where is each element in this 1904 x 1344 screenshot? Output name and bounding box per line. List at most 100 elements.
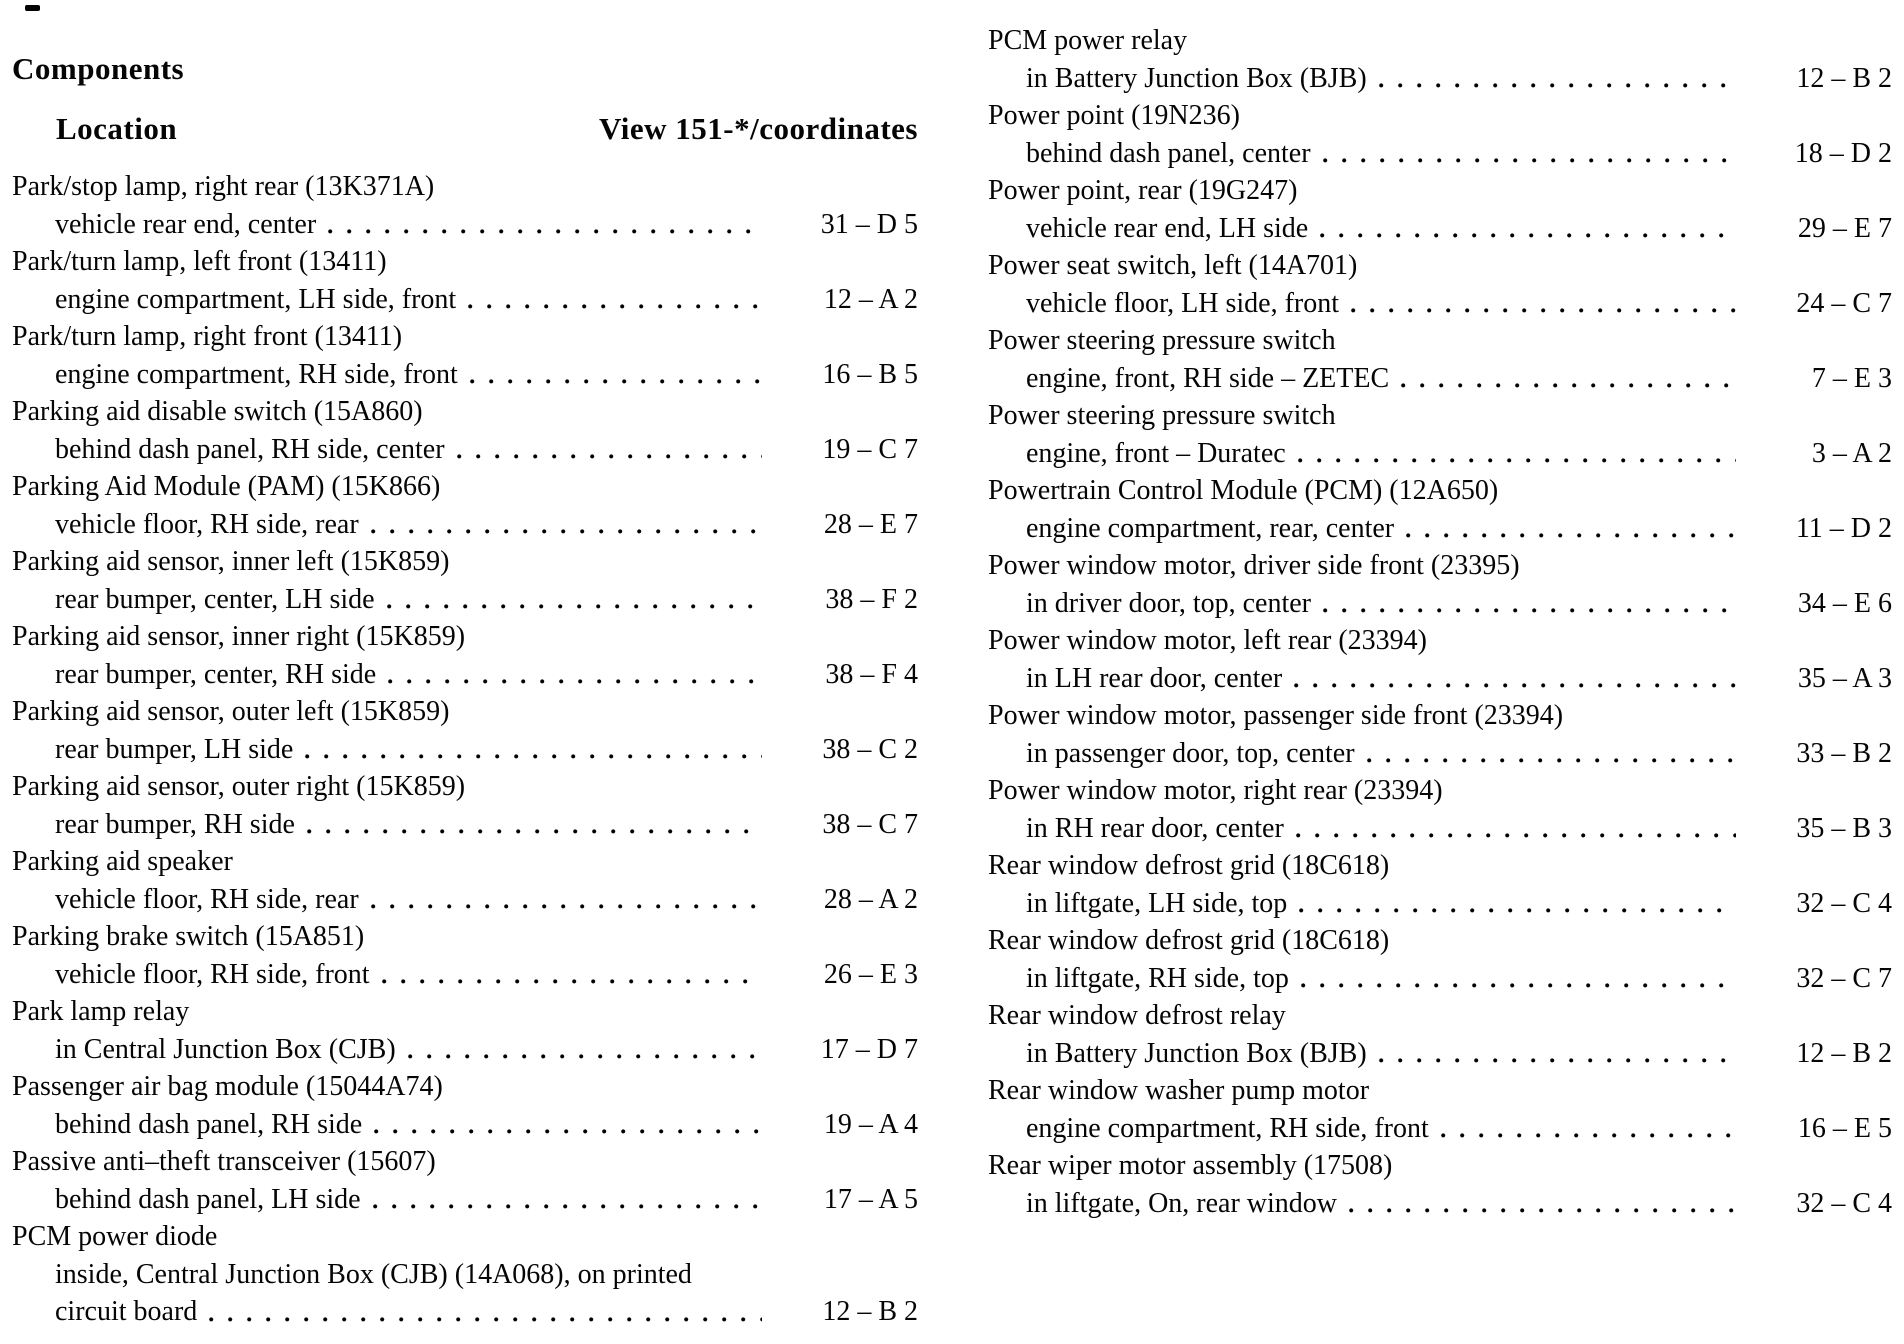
dot-leader	[1295, 809, 1736, 847]
component-location-text: behind dash panel, LH side	[55, 1183, 361, 1215]
component-name: Passenger air bag module (15044A74)	[12, 1071, 443, 1102]
component-location-text: vehicle rear end, LH side	[1026, 212, 1309, 244]
dot-leader	[209, 1293, 762, 1331]
component-location-text: engine compartment, RH side, front	[55, 358, 458, 390]
location-heading: Location	[56, 111, 178, 146]
component-location-row: vehicle floor, RH side, rear 28 – E 7	[12, 505, 918, 543]
component-location-row: vehicle floor, RH side, rear 28 – A 2	[12, 880, 918, 918]
component-entry: Parking aid speaker vehicle floor, RH si…	[12, 843, 918, 918]
grid-coordinate: 34 – E 6	[1797, 587, 1892, 619]
component-location-row: in LH rear door, center 35 – A 3	[988, 659, 1892, 697]
grid-coordinate: 28 – A 2	[823, 883, 918, 915]
component-location-row: vehicle floor, LH side, front 24 – C 7	[988, 284, 1892, 322]
component-entry: Power window motor, passenger side front…	[988, 697, 1892, 772]
component-location-row: vehicle rear end, center 31 – D 5	[12, 205, 918, 243]
component-name: Parking aid sensor, inner left (15K859)	[12, 546, 450, 577]
component-location-text: rear bumper, center, LH side	[55, 583, 375, 615]
component-location-row: in driver door, top, center 34 – E 6	[988, 584, 1892, 622]
component-location-text: vehicle floor, RH side, rear	[55, 508, 359, 540]
component-location-row: rear bumper, RH side 38 – C 7	[12, 805, 918, 843]
component-location-text: rear bumper, RH side	[55, 808, 295, 840]
component-location-text: vehicle floor, RH side, front	[55, 958, 370, 990]
component-location-line-1: inside, Central Junction Box (CJB) (14A0…	[55, 1258, 692, 1290]
dot-leader	[1401, 359, 1736, 397]
component-name: PCM power relay	[988, 25, 1188, 56]
left-column: Components Location View 151-*/coordinat…	[12, 50, 918, 1331]
component-name: Parking aid sensor, outer left (15K859)	[12, 696, 450, 727]
component-entry: Parking Aid Module (PAM) (15K866) vehicl…	[12, 468, 918, 543]
grid-coordinate: 35 – B 3	[1796, 812, 1892, 844]
component-location-row: engine compartment, RH side, front 16 – …	[12, 355, 918, 393]
grid-coordinate: 26 – E 3	[823, 958, 918, 990]
component-name: Parking aid disable switch (15A860)	[12, 396, 423, 427]
grid-coordinate: 17 – D 7	[820, 1033, 918, 1065]
grid-coordinate: 38 – F 4	[825, 658, 918, 690]
component-location-text: in liftgate, On, rear window	[1026, 1187, 1338, 1219]
right-entries-list: PCM power relay in Battery Junction Box …	[988, 22, 1892, 1222]
dot-leader	[370, 505, 762, 543]
component-name: Power steering pressure switch	[988, 400, 1336, 431]
component-name: Power seat switch, left (14A701)	[988, 250, 1358, 281]
component-entry: Passive anti–theft transceiver (15607) b…	[12, 1143, 918, 1218]
component-location-text: engine compartment, RH side, front	[1026, 1112, 1429, 1144]
grid-coordinate: 16 – E 5	[1797, 1112, 1892, 1144]
dot-leader	[305, 730, 762, 768]
component-entry: Power window motor, right rear (23394) i…	[988, 772, 1892, 847]
component-entry: Power window motor, left rear (23394) in…	[988, 622, 1892, 697]
dot-leader	[372, 1180, 762, 1218]
component-entry: Rear window defrost relay in Battery Jun…	[988, 997, 1892, 1072]
component-location-text: in driver door, top, center	[1026, 587, 1312, 619]
component-entry: Passenger air bag module (15044A74) behi…	[12, 1068, 918, 1143]
component-location-text: vehicle rear end, center	[55, 208, 317, 240]
component-name: Parking brake switch (15A851)	[12, 921, 365, 952]
grid-coordinate: 17 – A 5	[823, 1183, 918, 1215]
dot-leader	[381, 955, 762, 993]
component-entry: PCM power relay in Battery Junction Box …	[988, 22, 1892, 97]
component-location-text: vehicle floor, RH side, rear	[55, 883, 359, 915]
component-entry: Parking aid sensor, inner right (15K859)…	[12, 618, 918, 693]
component-location-row: behind dash panel, RH side 19 – A 4	[12, 1105, 918, 1143]
component-name: Power window motor, left rear (23394)	[988, 625, 1427, 656]
dot-leader	[386, 580, 762, 618]
component-entry: Rear wiper motor assembly (17508) in lif…	[988, 1147, 1892, 1222]
component-entry: Park/stop lamp, right rear (13K371A) veh…	[12, 168, 918, 243]
grid-coordinate: 33 – B 2	[1796, 737, 1892, 769]
component-name: PCM power diode	[12, 1221, 218, 1252]
dot-leader	[407, 1030, 762, 1068]
component-location-row: in Battery Junction Box (BJB) 12 – B 2	[988, 1034, 1892, 1072]
component-entry: Powertrain Control Module (PCM) (12A650)…	[988, 472, 1892, 547]
component-name: Rear window defrost relay	[988, 1000, 1286, 1031]
component-name: Power point, rear (19G247)	[988, 175, 1298, 206]
dot-leader	[370, 880, 762, 918]
component-location-row: in liftgate, On, rear window 32 – C 4	[988, 1184, 1892, 1222]
component-name: Parking aid speaker	[12, 846, 233, 877]
grid-coordinate: 31 – D 5	[820, 208, 918, 240]
dot-leader	[306, 805, 762, 843]
component-location-row: engine, front, RH side – ZETEC 7 – E 3	[988, 359, 1892, 397]
component-entry: Parking aid sensor, outer right (15K859)…	[12, 768, 918, 843]
component-name: Park/stop lamp, right rear (13K371A)	[12, 171, 435, 202]
grid-coordinate: 3 – A 2	[1811, 437, 1892, 469]
dot-leader	[469, 355, 762, 393]
grid-coordinate: 11 – D 2	[1795, 512, 1892, 544]
component-location-row: in passenger door, top, center 33 – B 2	[988, 734, 1892, 772]
dot-leader	[1406, 509, 1736, 547]
component-name: Park lamp relay	[12, 996, 190, 1027]
grid-coordinate: 19 – A 4	[823, 1108, 918, 1140]
grid-coordinate: 12 – A 2	[823, 283, 918, 315]
component-name: Power window motor, passenger side front…	[988, 700, 1564, 731]
component-name: Power point (19N236)	[988, 100, 1240, 131]
component-name: Power window motor, right rear (23394)	[988, 775, 1443, 806]
component-entry: Rear window washer pump motor engine com…	[988, 1072, 1892, 1147]
component-location-text: engine compartment, rear, center	[1026, 512, 1395, 544]
dot-leader	[1323, 584, 1736, 622]
grid-coordinate: 16 – B 5	[822, 358, 918, 390]
component-entry: Power point, rear (19G247) vehicle rear …	[988, 172, 1892, 247]
component-name: Rear window washer pump motor	[988, 1075, 1370, 1106]
grid-coordinate: 32 – C 4	[1796, 1187, 1892, 1219]
component-name: Power window motor, driver side front (2…	[988, 550, 1520, 581]
component-entry: Park lamp relay in Central Junction Box …	[12, 993, 918, 1068]
component-location-text: in Central Junction Box (CJB)	[55, 1033, 396, 1065]
grid-coordinate: 38 – C 7	[822, 808, 918, 840]
component-location-row: in Central Junction Box (CJB) 17 – D 7	[12, 1030, 918, 1068]
